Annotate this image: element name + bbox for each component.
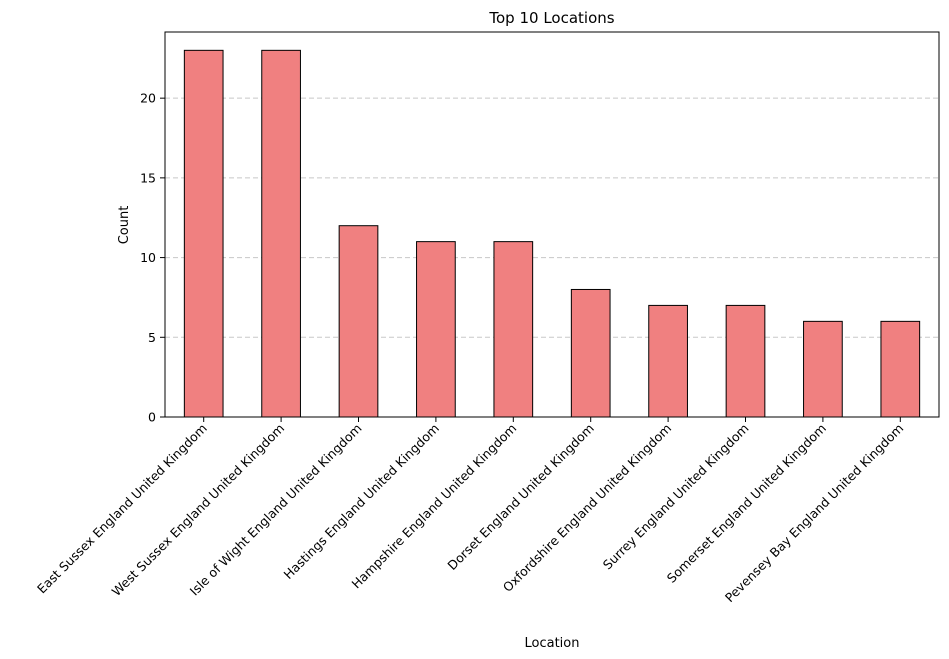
x-tick-label: Isle of Wight England United Kingdom xyxy=(187,421,365,599)
x-tick-label: Surrey England United Kingdom xyxy=(600,421,752,573)
y-tick-label: 15 xyxy=(140,170,156,185)
bar xyxy=(725,304,766,418)
bar xyxy=(261,49,301,418)
x-tick-label: Hampshire England United Kingdom xyxy=(349,421,520,592)
y-tick-label: 0 xyxy=(148,410,156,425)
x-tick-label: West Sussex England United Kingdom xyxy=(109,421,288,600)
y-axis-label: Count xyxy=(117,206,132,245)
y-axis: 0 5 10 15 20 xyxy=(140,91,165,425)
bar xyxy=(570,288,611,418)
x-axis-label: Location xyxy=(525,636,580,651)
bar xyxy=(338,225,379,418)
bar xyxy=(880,320,921,418)
bars xyxy=(183,49,921,418)
x-tick-label: Hastings England United Kingdom xyxy=(281,421,442,582)
bar xyxy=(648,304,688,418)
y-tick-label: 20 xyxy=(140,91,156,106)
plot-frame xyxy=(164,31,940,418)
x-tick-label: Somerset England United Kingdom xyxy=(664,421,829,586)
x-tick-label: East Sussex England United Kingdom xyxy=(34,421,210,597)
bar xyxy=(416,241,456,418)
bar xyxy=(183,49,224,418)
x-tick-label: Pevensey Bay England United Kingdom xyxy=(722,421,907,606)
bar xyxy=(803,320,843,418)
x-tick-label: Dorset England United Kingdom xyxy=(444,421,596,573)
x-tick-label: Oxfordshire England United Kingdom xyxy=(500,421,674,595)
y-tick-label: 5 xyxy=(148,330,156,345)
chart-title: Top 10 Locations xyxy=(488,9,614,27)
y-tick-label: 10 xyxy=(140,250,156,265)
bar xyxy=(493,241,534,418)
